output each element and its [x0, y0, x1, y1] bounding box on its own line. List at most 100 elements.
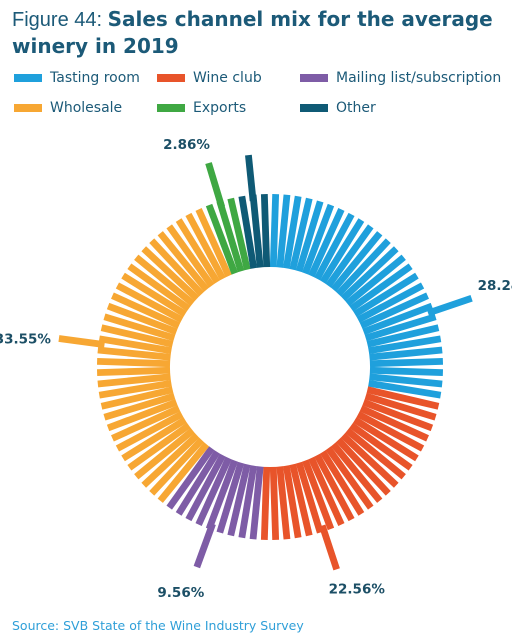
bar-wine-club — [295, 461, 324, 534]
bar-mailing-list-subscription — [205, 459, 238, 531]
bar-wine-club — [308, 456, 345, 526]
bar-wine-club — [314, 453, 355, 522]
bar-wholesale — [98, 335, 172, 355]
data-label-tasting-room: 28.24% — [478, 278, 512, 294]
data-label-other: 3.23% — [231, 130, 278, 133]
sales-channel-donut-chart: 28.24% 22.56% 9.56% 33.55% 2.86% 3.23% — [0, 130, 512, 601]
bar-tasting-room — [308, 208, 345, 278]
data-label-wine-club: 22.56% — [329, 581, 386, 597]
bar-wine-club — [364, 392, 437, 421]
leader-tasting-room — [426, 295, 473, 317]
bar-wholesale — [115, 411, 184, 452]
source-note: Source: SVB State of the Wine Industry S… — [12, 618, 304, 633]
bar-wine-club — [325, 446, 374, 510]
bar-other — [249, 194, 264, 268]
bar-wine-club — [282, 465, 302, 539]
legend-label: Wholesale — [50, 100, 123, 116]
legend-swatch — [300, 104, 328, 112]
bar-wine-club — [356, 411, 425, 452]
bar-wholesale — [166, 224, 215, 288]
bar-mailing-list-subscription — [175, 450, 221, 516]
bar-wine-club — [319, 450, 365, 516]
legend-label: Mailing list/subscription — [336, 70, 502, 86]
bar-wholesale — [157, 442, 210, 503]
legend-swatch — [300, 74, 328, 82]
bar-wholesale — [127, 422, 191, 471]
bar-tasting-room — [269, 193, 280, 268]
bar-wholesale — [121, 416, 187, 462]
bar-wholesale — [127, 263, 191, 312]
bar-wholesale — [100, 324, 174, 348]
legend-label: Exports — [193, 100, 247, 116]
bar-wine-club — [289, 463, 313, 537]
bar-wholesale — [111, 405, 181, 442]
bar-other — [260, 193, 271, 268]
bar-tasting-room — [314, 212, 355, 281]
bar-mailing-list-subscription — [216, 461, 245, 534]
chart-title: Figure 44: Sales channel mix for the ave… — [12, 6, 502, 59]
bar-tasting-room — [368, 379, 442, 399]
bar-wholesale — [121, 272, 187, 318]
legend-swatch — [157, 104, 185, 112]
leader-other — [245, 154, 257, 202]
bar-tasting-room — [359, 292, 429, 329]
legend-item-tasting-room: Tasting room — [14, 70, 140, 86]
bar-wholesale — [97, 373, 171, 388]
bar-tasting-room — [282, 195, 302, 269]
bar-wholesale — [96, 366, 171, 377]
leader-wholesale — [58, 335, 105, 349]
bar-tasting-room — [330, 231, 383, 292]
bar-wholesale — [100, 386, 174, 410]
bar-tasting-room — [364, 313, 437, 342]
bar-tasting-room — [319, 218, 365, 284]
bar-wholesale — [134, 427, 195, 480]
bar-tasting-room — [289, 197, 313, 271]
bar-wholesale — [134, 254, 195, 307]
bar-wine-club — [359, 405, 429, 442]
legend-swatch — [157, 74, 185, 82]
bar-wine-club — [335, 437, 391, 496]
bar-other — [238, 195, 258, 269]
bar-wholesale — [175, 218, 221, 284]
bar-tasting-room — [369, 346, 443, 361]
bar-mailing-list-subscription — [185, 453, 226, 522]
legend: Tasting room Wine club Mailing list/subs… — [14, 70, 509, 124]
bar-mailing-list-subscription — [249, 466, 264, 540]
legend-swatch — [14, 104, 42, 112]
bar-tasting-room — [325, 224, 374, 288]
bar-tasting-room — [362, 302, 434, 335]
bar-wholesale — [115, 282, 184, 323]
bar-tasting-room — [368, 335, 442, 355]
figure-number: Figure 44: — [12, 9, 108, 31]
data-label-wholesale: 33.55% — [0, 332, 51, 348]
bar-wine-club — [366, 386, 440, 410]
bar-tasting-room — [276, 194, 291, 268]
legend-item-exports: Exports — [157, 100, 246, 116]
legend-swatch — [14, 74, 42, 82]
legend-item-wholesale: Wholesale — [14, 100, 122, 116]
bar-wine-club — [260, 466, 271, 541]
bar-tasting-room — [366, 324, 440, 348]
bar-mailing-list-subscription — [166, 446, 215, 510]
bar-wine-club — [349, 422, 413, 471]
bar-wine-club — [345, 427, 406, 480]
bar-wholesale — [97, 346, 171, 361]
figure-title: Sales channel mix for the average winery… — [12, 7, 493, 58]
bar-mailing-list-subscription — [195, 456, 232, 526]
legend-label: Wine club — [193, 70, 262, 86]
bar-wholesale — [96, 357, 171, 368]
bar-wholesale — [103, 313, 176, 342]
bar-wholesale — [149, 437, 205, 496]
bar-wine-club — [276, 466, 291, 540]
legend-item-other: Other — [300, 100, 376, 116]
bar-wine-club — [302, 459, 335, 531]
leader-wine-club — [319, 524, 340, 571]
bar-mailing-list-subscription — [238, 465, 258, 539]
bar-tasting-room — [356, 282, 425, 323]
bar-exports — [205, 203, 238, 275]
legend-label: Tasting room — [50, 70, 140, 86]
bar-tasting-room — [295, 200, 324, 273]
bar-exports — [227, 197, 251, 271]
bar-tasting-room — [353, 272, 419, 318]
leader-mailing-list-subscription — [193, 522, 216, 569]
